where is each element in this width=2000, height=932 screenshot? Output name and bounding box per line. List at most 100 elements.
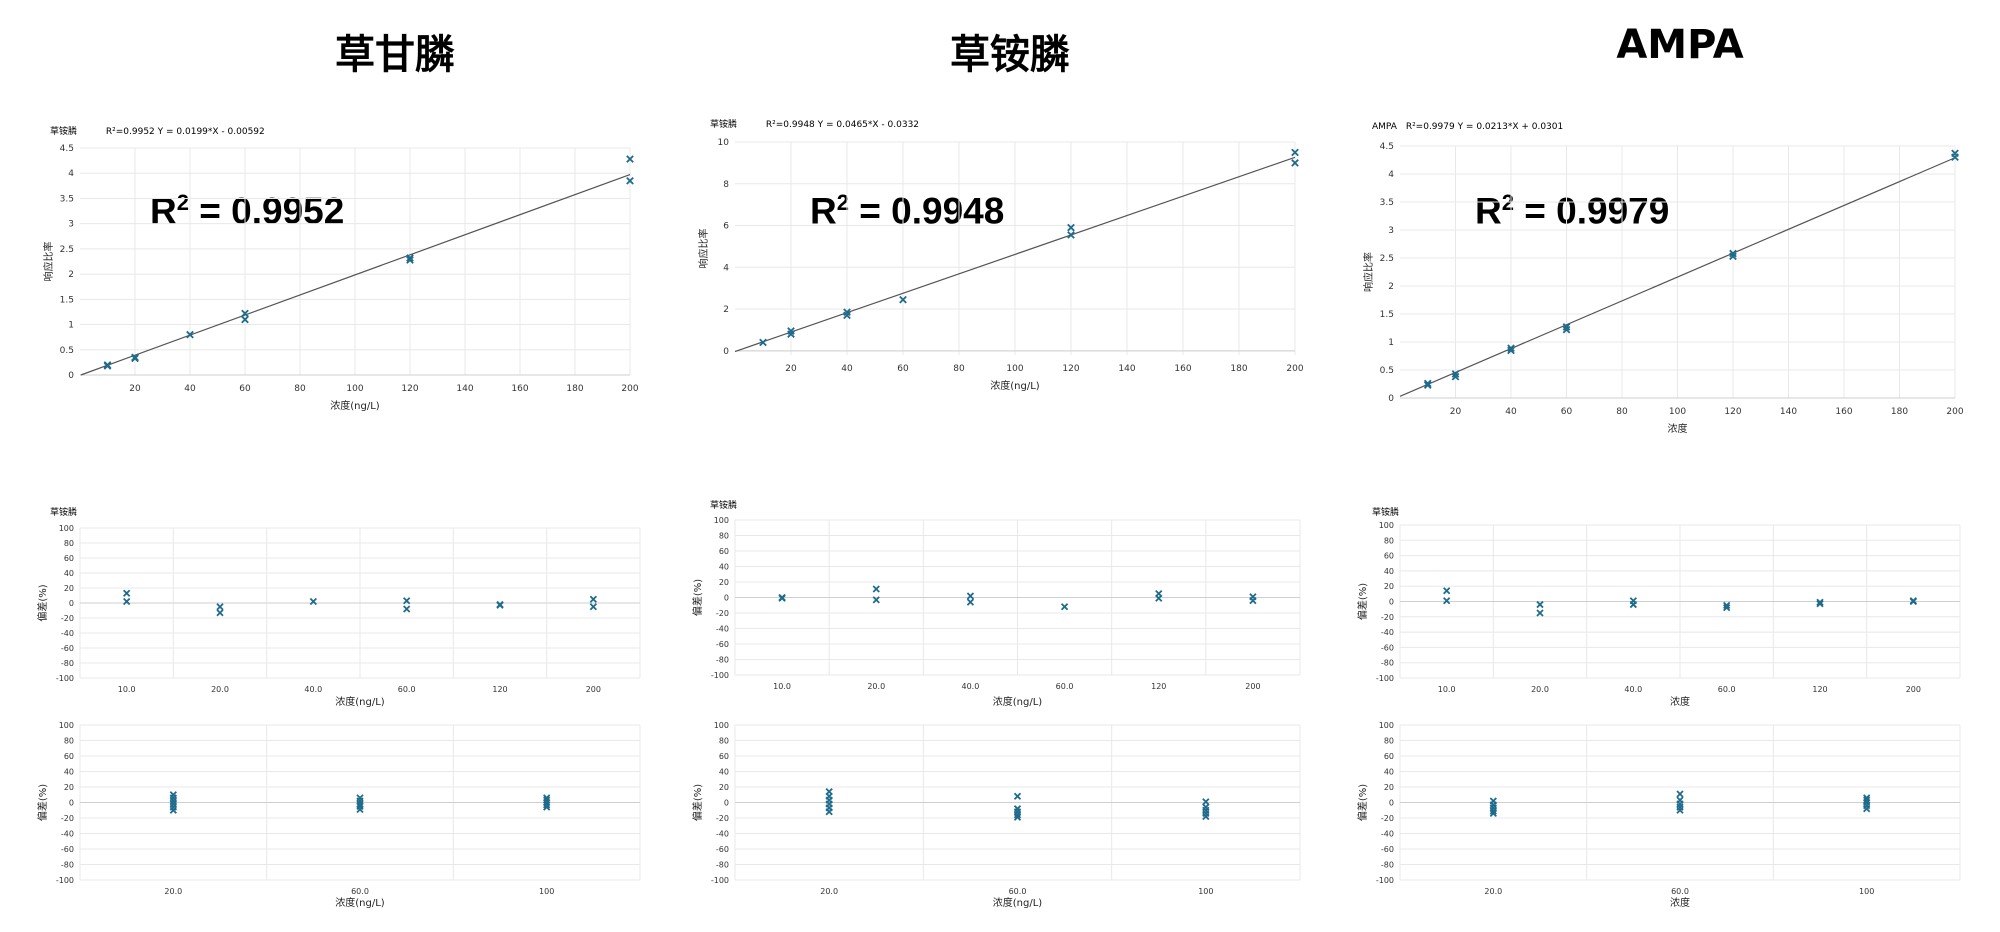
data-point — [1489, 809, 1497, 817]
y-tick-label: 1 — [1388, 338, 1394, 348]
data-point — [403, 605, 411, 613]
x-tick-label: 20.0 — [1531, 685, 1549, 694]
data-point — [787, 330, 795, 338]
y-tick-label: 1.5 — [1380, 310, 1394, 320]
data-point — [1423, 381, 1432, 389]
r-squared-value: = 0.9952 — [188, 190, 345, 232]
x-tick-label: 100 — [539, 887, 554, 896]
data-point — [1909, 597, 1917, 606]
y-tick-label: -80 — [716, 656, 729, 665]
y-tick-label: -100 — [56, 674, 74, 683]
x-tick-label: 60.0 — [1009, 887, 1027, 896]
x-tick-label: 40 — [841, 364, 853, 374]
r-letter: R — [150, 190, 177, 232]
data-point — [1249, 596, 1257, 605]
x-tick-label: 100 — [1198, 887, 1213, 896]
y-tick-label: 40 — [719, 563, 729, 572]
y-tick-label: -20 — [716, 814, 729, 823]
data-point — [589, 603, 597, 611]
column-title-3: AMPA — [1616, 22, 1744, 68]
data-point — [169, 806, 177, 814]
data-point — [1863, 796, 1871, 804]
x-tick-label: 200 — [1245, 682, 1260, 691]
cal-header-equation: R²=0.9952 Y = 0.0199*X - 0.00592 — [105, 127, 265, 137]
y-axis-label: 偏差(%) — [1356, 784, 1369, 821]
x-tick-label: 160 — [1174, 364, 1191, 374]
r-squared-value: = 0.9979 — [1513, 190, 1670, 232]
data-point — [1451, 372, 1460, 381]
y-tick-label: 40 — [1384, 768, 1394, 777]
data-point — [241, 309, 249, 318]
data-point — [759, 338, 767, 347]
data-point — [1443, 587, 1451, 595]
data-point — [1951, 153, 1959, 162]
x-tick-label: 120 — [492, 685, 507, 694]
y-tick-label: -80 — [1381, 861, 1394, 870]
regression-line — [734, 156, 1296, 353]
x-axis-label: 浓度(ng/L) — [990, 379, 1040, 392]
y-tick-label: 100 — [714, 721, 729, 730]
x-tick-label: 20.0 — [211, 685, 229, 694]
y-tick-label: 20 — [719, 783, 729, 792]
y-axis-label: 偏差(%) — [36, 784, 49, 821]
data-point — [1202, 812, 1210, 821]
calibration-plot-2: 20 40 60 80 100 120 140 160 180 200 0 2 4 6 8 10 浓度(ng/L… — [697, 138, 1304, 392]
data-point — [1507, 346, 1515, 355]
x-tick-label: 60.0 — [398, 685, 416, 694]
x-tick-label: 100 — [346, 384, 363, 394]
y-tick-label: -60 — [1381, 845, 1394, 854]
regression-line — [80, 173, 631, 376]
y-tick-label: 4 — [68, 169, 74, 179]
data-point — [543, 801, 551, 809]
data-point — [626, 176, 634, 185]
r-superscript: 2 — [836, 190, 849, 215]
r-letter: R — [810, 190, 837, 232]
y-tick-label: -80 — [716, 861, 729, 870]
y-tick-label: 20 — [719, 578, 729, 587]
x-tick-label: 60 — [1561, 407, 1573, 417]
x-axis-label: 浓度 — [1668, 422, 1688, 435]
y-tick-label: 0 — [68, 371, 74, 381]
x-tick-label: 80 — [1616, 407, 1628, 417]
y-tick-label: 80 — [64, 539, 74, 548]
x-tick-label: 120 — [1724, 407, 1741, 417]
x-axis-label: 浓度 — [1670, 896, 1690, 909]
y-tick-label: 8 — [723, 180, 729, 190]
y-tick-label: 0 — [69, 799, 74, 808]
data-point — [216, 603, 224, 611]
y-tick-label: -20 — [61, 614, 74, 623]
y-tick-label: 40 — [64, 569, 74, 578]
data-point — [241, 315, 249, 324]
r-squared-annotation-2: R2 = 0.9948 — [810, 190, 1004, 232]
x-tick-label: 120 — [1812, 685, 1827, 694]
x-tick-label: 180 — [566, 384, 583, 394]
y-tick-label: -60 — [61, 845, 74, 854]
cal-header-name: AMPA — [1372, 122, 1397, 132]
y-tick-label: 20 — [64, 584, 74, 593]
data-point — [1562, 323, 1571, 331]
data-point — [1629, 600, 1637, 609]
x-axis-label: 浓度(ng/L) — [993, 896, 1043, 909]
y-tick-label: 100 — [1379, 521, 1394, 530]
data-point — [1536, 600, 1544, 609]
data-point — [1723, 603, 1731, 612]
y-tick-label: -60 — [1381, 643, 1394, 652]
y-tick-label: 0.5 — [60, 346, 74, 356]
x-tick-label: 200 — [621, 384, 638, 394]
data-point — [123, 589, 131, 597]
x-tick-label: 180 — [1230, 364, 1247, 374]
data-point — [872, 585, 880, 593]
y-tick-label: -40 — [1381, 830, 1394, 839]
data-point — [131, 354, 139, 363]
data-point — [1562, 325, 1571, 334]
x-tick-label: 180 — [1891, 407, 1908, 417]
y-tick-label: 20 — [1384, 783, 1394, 792]
x-tick-label: 100 — [1669, 407, 1686, 417]
y-tick-label: 0 — [1389, 799, 1394, 808]
y-tick-label: 0 — [69, 599, 74, 608]
data-point — [966, 598, 975, 606]
data-point — [1723, 601, 1731, 609]
